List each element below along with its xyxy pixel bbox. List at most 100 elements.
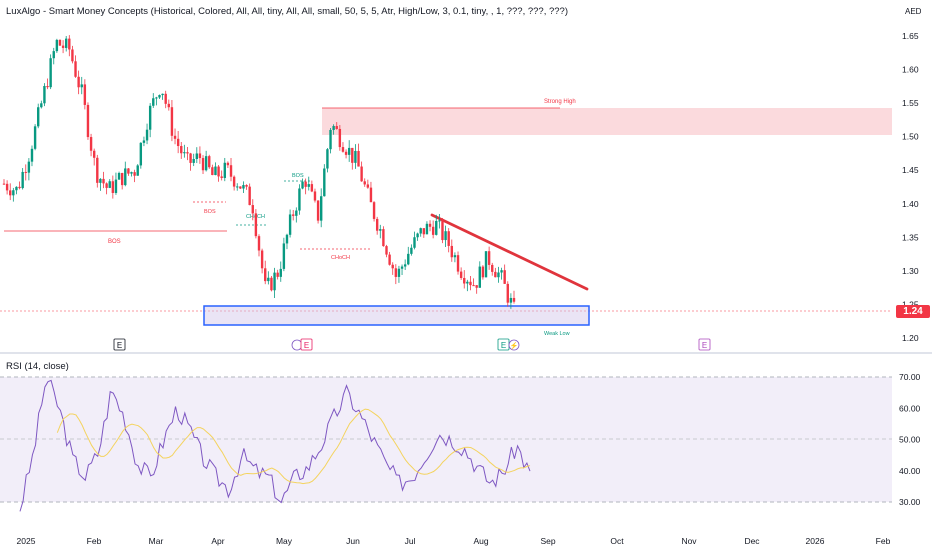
time-axis-label: Jul	[405, 536, 416, 546]
candle-body	[61, 45, 65, 48]
earnings-marker-1[interactable]: E	[113, 338, 126, 351]
demand-zone-box[interactable]	[203, 305, 590, 326]
price-axis[interactable]: 1.65 1.60 1.55 1.50 1.45 1.40 1.35 1.30 1.25 1.20	[902, 31, 919, 343]
price-tick-label: 1.65	[902, 31, 919, 41]
candle-body	[326, 149, 329, 169]
candle-body	[394, 268, 398, 277]
weak-low-label: Weak Low	[544, 331, 570, 337]
candle-body	[319, 196, 323, 221]
candle-body	[189, 153, 192, 163]
candle-body	[12, 190, 15, 196]
candle-body	[214, 166, 217, 176]
candle-body	[329, 129, 332, 150]
candle-body	[341, 147, 345, 152]
candle-body	[55, 39, 59, 52]
candle-body	[469, 281, 472, 286]
rsi-line	[19, 379, 531, 512]
candle-body	[347, 147, 351, 155]
price-tick-label: 1.45	[902, 165, 919, 175]
svg-text:E: E	[117, 341, 122, 350]
candle-body	[173, 135, 177, 139]
candle-body	[27, 161, 31, 173]
price-tick-label: 1.55	[902, 98, 919, 108]
candle-body	[114, 179, 118, 193]
candle-body	[124, 168, 127, 186]
pane-separator[interactable]	[0, 352, 932, 354]
candle-body	[117, 172, 121, 180]
svg-text:E: E	[702, 341, 707, 350]
candle-body	[366, 184, 370, 188]
price-tick-label: 1.25	[902, 299, 919, 309]
candle-body	[385, 246, 388, 255]
candle-body	[332, 126, 335, 130]
candle-body	[49, 58, 52, 88]
candle-body	[229, 165, 233, 177]
candle-body	[403, 264, 407, 267]
candle-body	[444, 231, 447, 241]
time-axis-label: Sep	[540, 536, 555, 546]
candle-body	[18, 186, 21, 189]
candle-body	[400, 266, 404, 269]
candle-body	[176, 138, 180, 147]
candle-body	[279, 268, 282, 277]
candle-body	[21, 171, 24, 189]
candle-body	[428, 223, 432, 227]
candle-body	[441, 220, 444, 241]
candle-body	[204, 156, 208, 171]
time-axis-label: Jun	[346, 536, 360, 546]
candle-body	[425, 223, 429, 235]
candle-body	[304, 181, 307, 187]
rsi-tick-label: 70.00	[899, 372, 921, 382]
candle-body	[260, 250, 264, 269]
time-axis[interactable]: 2025 Feb Mar Apr May Jun Jul Aug Sep Oct Nov Dec 202…	[17, 536, 891, 546]
candle-body	[512, 297, 516, 302]
candle-body	[2, 183, 6, 185]
candle-body	[201, 158, 205, 171]
time-axis-label: Feb	[87, 536, 102, 546]
candle-body	[148, 105, 152, 130]
descending-trendline[interactable]	[430, 213, 589, 291]
candle-body	[301, 181, 304, 189]
candle-body	[459, 271, 463, 278]
candle-body	[267, 277, 270, 282]
rsi-axis[interactable]: 70.00 60.00 50.00 40.00 30.00	[899, 372, 921, 507]
candle-body	[208, 156, 211, 168]
candle-body	[310, 184, 314, 192]
candle-body	[285, 234, 289, 244]
candle-body	[170, 107, 174, 136]
price-tick-label: 1.60	[902, 65, 919, 75]
candle-body	[9, 190, 12, 196]
candle-body	[195, 153, 199, 160]
candle-body	[338, 128, 342, 148]
candle-body	[30, 148, 34, 162]
candle-body	[273, 272, 276, 291]
candle-body	[478, 266, 481, 288]
earnings-marker-4[interactable]: E	[698, 338, 711, 351]
earnings-marker-3[interactable]: E ⚡	[497, 338, 520, 351]
candle-body	[232, 176, 236, 187]
choch-label-2: CHoCH	[331, 255, 350, 261]
candle-body	[74, 61, 77, 77]
indicator-title[interactable]: LuxAlgo - Smart Money Concepts (Historic…	[6, 6, 568, 17]
rsi-title[interactable]: RSI (14, close)	[6, 361, 69, 372]
candle-body	[96, 157, 99, 183]
candle-body	[251, 205, 254, 214]
candle-body	[183, 152, 186, 154]
candle-body	[264, 268, 267, 282]
time-axis-label: Apr	[211, 536, 224, 546]
candle-body	[472, 285, 475, 287]
time-axis-label: Feb	[876, 536, 891, 546]
earnings-marker-2[interactable]: E	[291, 338, 313, 351]
price-tick-label: 1.20	[902, 333, 919, 343]
bos-label-2: BOS	[204, 209, 216, 215]
candle-body	[77, 76, 80, 88]
candle-body	[500, 270, 503, 273]
candle-body	[92, 150, 96, 158]
candle-body	[506, 283, 509, 303]
candle-body	[357, 150, 360, 167]
candle-body	[89, 137, 93, 151]
candle-body	[422, 228, 426, 235]
candle-body	[24, 171, 27, 173]
currency-label: AED	[905, 7, 922, 16]
